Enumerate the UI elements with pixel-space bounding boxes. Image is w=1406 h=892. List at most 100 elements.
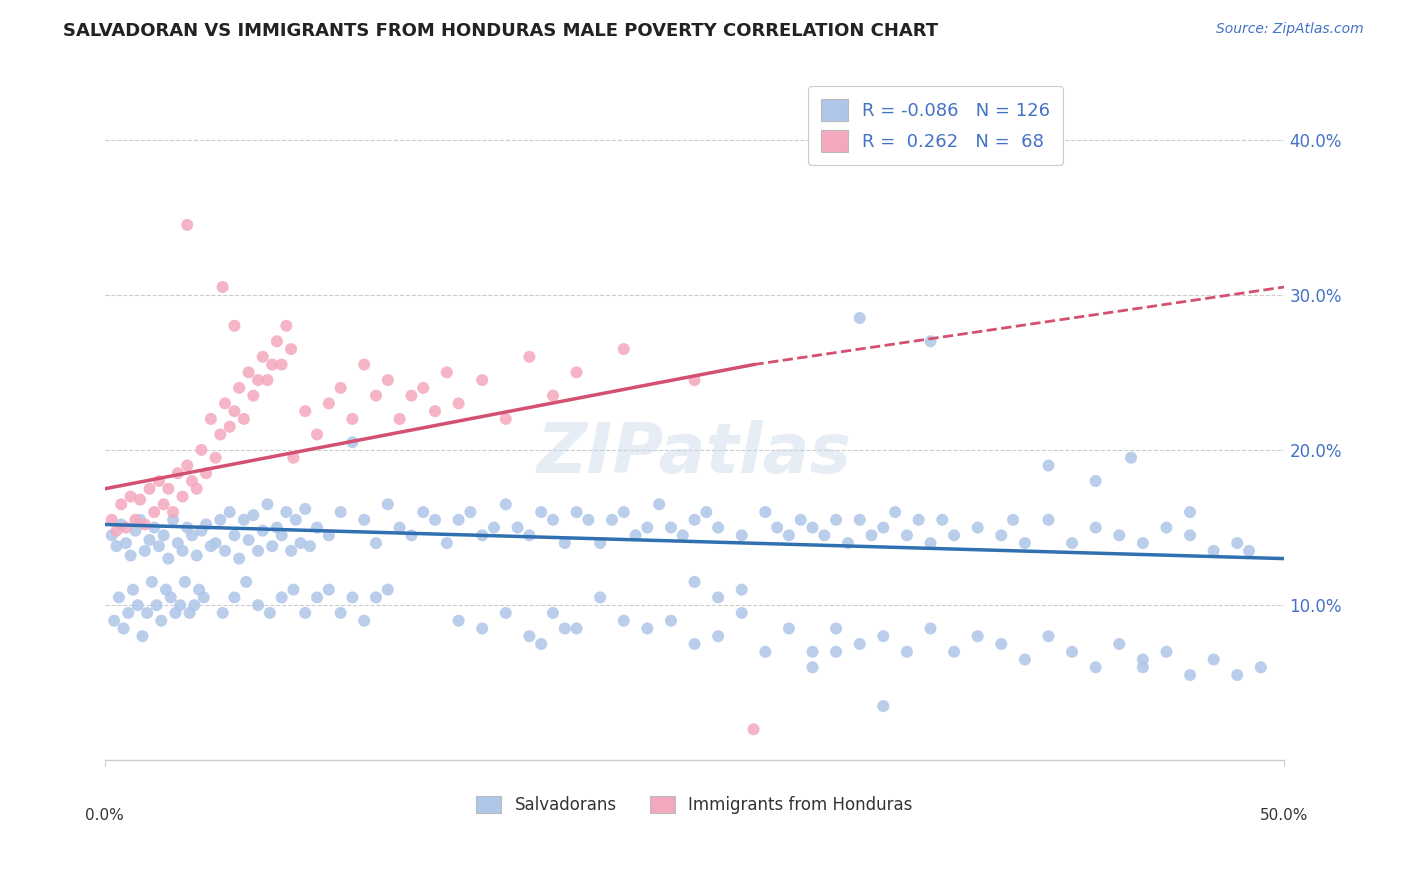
Point xyxy=(943,645,966,659)
Point xyxy=(211,280,233,294)
Point xyxy=(659,614,682,628)
Point xyxy=(683,373,706,387)
Point xyxy=(801,520,824,534)
Point xyxy=(1038,629,1060,643)
Point xyxy=(305,591,328,605)
Point xyxy=(766,520,789,534)
Point xyxy=(848,637,870,651)
Point xyxy=(837,536,859,550)
Point xyxy=(541,513,564,527)
Point xyxy=(412,381,434,395)
Point xyxy=(778,528,800,542)
Point xyxy=(1178,668,1201,682)
Point xyxy=(305,427,328,442)
Point xyxy=(613,505,636,519)
Point xyxy=(129,492,152,507)
Point xyxy=(108,591,131,605)
Point xyxy=(262,358,284,372)
Point xyxy=(1014,652,1036,666)
Point xyxy=(825,645,848,659)
Point xyxy=(541,606,564,620)
Point xyxy=(110,497,132,511)
Point xyxy=(224,528,246,542)
Point xyxy=(1178,528,1201,542)
Point xyxy=(731,582,754,597)
Legend: Salvadorans, Immigrants from Honduras: Salvadorans, Immigrants from Honduras xyxy=(470,789,920,821)
Point xyxy=(825,622,848,636)
Point xyxy=(166,467,188,481)
Point xyxy=(235,574,257,589)
Point xyxy=(262,539,284,553)
Point xyxy=(931,513,953,527)
Point xyxy=(495,606,517,620)
Point xyxy=(731,606,754,620)
Point xyxy=(305,520,328,534)
Point xyxy=(115,520,138,534)
Point xyxy=(342,591,364,605)
Point xyxy=(554,536,576,550)
Point xyxy=(754,645,776,659)
Point xyxy=(280,342,302,356)
Point xyxy=(1060,645,1083,659)
Point xyxy=(238,365,260,379)
Point xyxy=(423,404,446,418)
Point xyxy=(624,528,647,542)
Point xyxy=(152,528,174,542)
Point xyxy=(100,528,122,542)
Point xyxy=(813,528,835,542)
Point xyxy=(1060,536,1083,550)
Point xyxy=(495,412,517,426)
Point xyxy=(195,467,218,481)
Point xyxy=(270,591,292,605)
Point xyxy=(966,629,988,643)
Point xyxy=(342,435,364,450)
Point xyxy=(224,404,246,418)
Point xyxy=(377,497,399,511)
Point xyxy=(1226,536,1249,550)
Point xyxy=(388,520,411,534)
Point xyxy=(129,513,152,527)
Point xyxy=(112,622,135,636)
Point xyxy=(266,334,288,349)
Point xyxy=(105,539,128,553)
Text: Source: ZipAtlas.com: Source: ZipAtlas.com xyxy=(1216,22,1364,37)
Point xyxy=(1014,536,1036,550)
Point xyxy=(318,396,340,410)
Point xyxy=(247,544,270,558)
Point xyxy=(247,598,270,612)
Point xyxy=(318,582,340,597)
Point xyxy=(276,318,298,333)
Point xyxy=(447,614,470,628)
Point xyxy=(1156,645,1178,659)
Point xyxy=(127,598,149,612)
Point xyxy=(186,549,208,563)
Point xyxy=(247,373,270,387)
Point xyxy=(131,629,153,643)
Point xyxy=(124,524,146,538)
Point xyxy=(1237,544,1260,558)
Point xyxy=(294,404,316,418)
Point xyxy=(742,723,765,737)
Point xyxy=(117,606,139,620)
Point xyxy=(283,582,305,597)
Point xyxy=(204,450,226,465)
Point xyxy=(1156,520,1178,534)
Point xyxy=(134,517,156,532)
Point xyxy=(169,598,191,612)
Point xyxy=(554,622,576,636)
Point xyxy=(193,591,215,605)
Point xyxy=(482,520,505,534)
Point xyxy=(896,645,918,659)
Point xyxy=(155,582,177,597)
Point xyxy=(519,629,541,643)
Point xyxy=(105,524,128,538)
Point xyxy=(872,520,894,534)
Point xyxy=(1178,505,1201,519)
Point xyxy=(134,544,156,558)
Point xyxy=(200,539,222,553)
Point xyxy=(353,513,375,527)
Point xyxy=(353,614,375,628)
Point xyxy=(672,528,695,542)
Point xyxy=(636,520,658,534)
Point xyxy=(613,342,636,356)
